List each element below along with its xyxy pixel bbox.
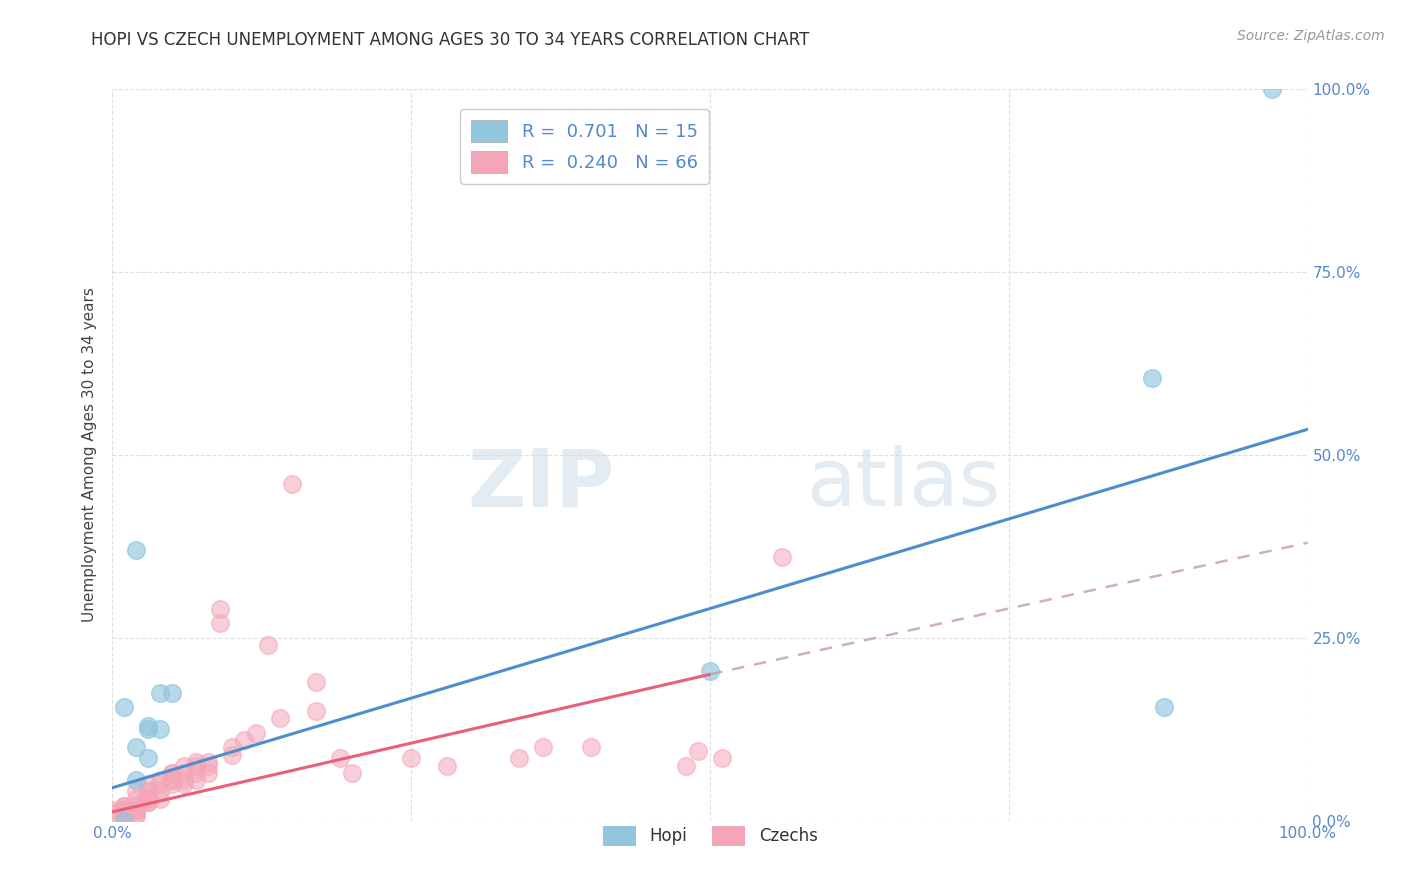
Point [114,803,135,817]
Point [138,784,160,798]
Point [114,807,135,822]
Point [401,751,423,765]
Point [125,543,148,558]
Point [197,758,219,772]
Point [125,740,148,755]
Point [531,740,554,755]
Point [209,601,232,615]
Point [149,723,172,737]
Point [125,807,148,822]
Point [186,755,208,769]
Point [125,803,148,817]
Point [1153,700,1175,714]
Point [138,751,160,765]
Point [125,773,148,788]
Y-axis label: Unemployment Among Ages 30 to 34 years: Unemployment Among Ages 30 to 34 years [82,287,97,623]
Point [138,791,160,805]
Point [1142,371,1164,385]
Legend: Hopi, Czechs: Hopi, Czechs [596,819,824,853]
Point [162,766,183,780]
Point [305,674,328,689]
Point [186,766,208,780]
Point [305,704,328,718]
Point [125,807,148,822]
Point [138,796,160,810]
Point [149,777,172,791]
Point [114,814,135,828]
Point [186,758,208,772]
Point [281,477,304,491]
Point [138,791,160,805]
Point [1261,82,1284,96]
Point [699,664,721,678]
Point [508,751,530,765]
Point [197,766,219,780]
Point [162,777,183,791]
Point [233,733,256,747]
Point [340,766,363,780]
Point [114,803,135,817]
Point [675,758,697,772]
Point [257,638,280,652]
Point [186,773,208,788]
Point [114,803,135,817]
Point [173,773,195,788]
Point [125,803,148,817]
Point [173,777,195,791]
Point [162,773,183,788]
Point [138,723,160,737]
Point [138,784,160,798]
Point [114,799,135,814]
Point [125,799,148,814]
Point [114,807,135,822]
Point [138,796,160,810]
Point [125,784,148,798]
Point [162,766,183,780]
Point [436,758,458,772]
Point [209,616,232,631]
Point [579,740,602,755]
Point [770,550,793,565]
Text: Source: ZipAtlas.com: Source: ZipAtlas.com [1237,29,1385,43]
Point [269,711,291,725]
Point [138,718,160,732]
Point [138,777,160,791]
Point [711,751,734,765]
Text: ZIP: ZIP [467,445,614,524]
Point [173,766,195,780]
Point [221,740,243,755]
Text: HOPI VS CZECH UNEMPLOYMENT AMONG AGES 30 TO 34 YEARS CORRELATION CHART: HOPI VS CZECH UNEMPLOYMENT AMONG AGES 30… [91,31,810,49]
Point [101,806,124,821]
Point [162,686,183,700]
Text: atlas: atlas [806,445,1000,524]
Point [162,773,183,788]
Point [688,744,710,758]
Point [149,773,172,788]
Point [197,755,219,769]
Point [245,726,267,740]
Point [149,784,172,798]
Point [149,686,172,700]
Point [114,799,135,814]
Point [114,700,135,714]
Point [221,747,243,762]
Point [149,791,172,805]
Point [125,791,148,805]
Point [114,806,135,821]
Point [329,751,352,765]
Point [101,803,124,817]
Point [173,758,195,772]
